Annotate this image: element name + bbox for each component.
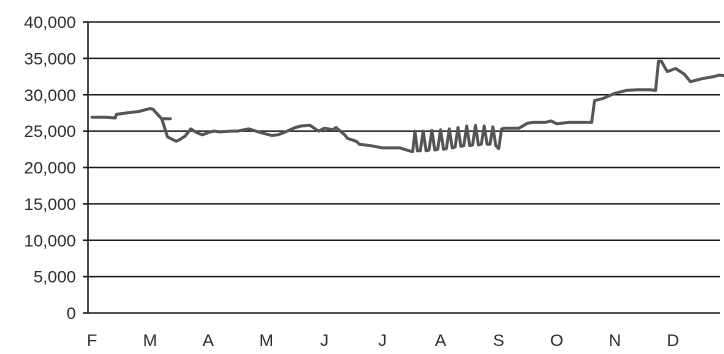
x-tick-label: S xyxy=(493,331,504,350)
y-tick-label: 25,000 xyxy=(24,122,76,141)
series-layer xyxy=(90,59,724,153)
x-tick-label: O xyxy=(550,331,563,350)
x-tick-label: F xyxy=(87,331,97,350)
y-tick-label: 0 xyxy=(67,304,76,323)
y-tick-label: 40,000 xyxy=(24,13,76,32)
y-axis-tick-labels: 0 5,000 10,000 15,000 20,000 25,000 30,000 35,0… xyxy=(24,13,76,323)
y-tick-label: 35,000 xyxy=(24,49,76,68)
x-tick-label: N xyxy=(609,331,621,350)
x-tick-label: M xyxy=(143,331,157,350)
y-tick-label: 10,000 xyxy=(24,231,76,250)
y-tick-label: 15,000 xyxy=(24,195,76,214)
series-line-0 xyxy=(90,59,724,153)
x-tick-label: J xyxy=(320,331,329,350)
x-tick-label: J xyxy=(378,331,387,350)
x-tick-label: D xyxy=(667,331,679,350)
axes xyxy=(83,21,720,314)
x-tick-label: A xyxy=(435,331,447,350)
y-tick-label: 20,000 xyxy=(24,159,76,178)
x-tick-label: A xyxy=(203,331,215,350)
y-tick-label: 5,000 xyxy=(33,268,76,287)
y-tick-label: 30,000 xyxy=(24,86,76,105)
x-tick-label: M xyxy=(259,331,273,350)
